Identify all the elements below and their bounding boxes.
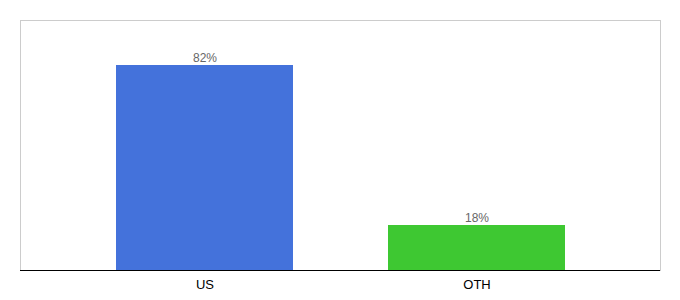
svg-text:OTH: OTH: [463, 277, 490, 292]
svg-text:US: US: [196, 277, 214, 292]
svg-text:18%: 18%: [465, 211, 489, 225]
svg-text:82%: 82%: [193, 51, 217, 65]
